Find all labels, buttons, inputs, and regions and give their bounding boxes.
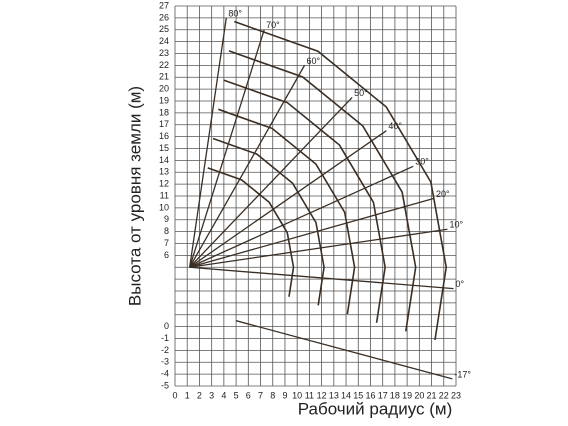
x-tick-label: 7 [258, 390, 263, 400]
x-tick-label: 8 [270, 390, 275, 400]
y-tick-label: 21 [159, 72, 169, 82]
y-tick-label: 16 [159, 131, 169, 141]
y-tick-label: 0 [164, 321, 169, 331]
x-tick-label: 9 [282, 390, 287, 400]
x-tick-label: 20 [414, 390, 424, 400]
angle-label: 0° [456, 279, 465, 289]
angle-label: 40° [388, 121, 402, 131]
x-tick-label: 5 [234, 390, 239, 400]
y-axis-title: Высота от уровня земли (м) [125, 86, 144, 306]
x-tick-label: 19 [402, 390, 412, 400]
y-tick-label: 22 [159, 60, 169, 70]
x-tick-label: 6 [246, 390, 251, 400]
angle-ray [235, 320, 453, 380]
angle-ray [189, 65, 306, 268]
x-axis-title: Рабочий радиус (м) [298, 399, 453, 418]
y-tick-label: 19 [159, 95, 169, 105]
boom-curve [233, 20, 448, 341]
y-tick-label: -2 [161, 345, 169, 355]
angle-label: 80° [228, 8, 242, 18]
y-tick-label: 8 [164, 226, 169, 236]
y-tick-label: 14 [159, 155, 169, 165]
y-tick-label: 11 [160, 190, 169, 200]
y-tick-label: 13 [159, 167, 169, 177]
y-tick-label: 27 [159, 0, 169, 10]
x-tick-label: 21 [427, 390, 437, 400]
y-tick-label: -1 [161, 333, 169, 343]
x-tick-label: 10 [292, 390, 302, 400]
angle-ray [189, 165, 414, 268]
angle-label: 20° [436, 189, 450, 199]
x-tick-label: 18 [390, 390, 400, 400]
boom-curve [223, 79, 386, 323]
y-tick-label: 26 [159, 12, 169, 22]
y-tick-label: 10 [159, 202, 169, 212]
x-tick-label: 11 [305, 390, 314, 400]
x-tick-label: 23 [451, 390, 461, 400]
y-tick-label: 15 [159, 143, 169, 153]
angle-label: 60° [307, 56, 321, 66]
x-tick-label: 1 [185, 390, 190, 400]
boom-curve [212, 137, 325, 306]
y-tick-label: 24 [159, 36, 169, 46]
y-tick-label: 18 [159, 107, 169, 117]
x-tick-label: 3 [209, 390, 214, 400]
x-tick-label: 22 [439, 390, 449, 400]
x-tick-label: 12 [317, 390, 327, 400]
boom-curve [207, 167, 295, 297]
angle-ray [189, 228, 448, 268]
angle-label: 30° [415, 157, 429, 167]
angle-label: 70° [266, 20, 280, 30]
angle-ray [189, 130, 387, 268]
x-tick-label: 13 [329, 390, 339, 400]
x-tick-label: 16 [365, 390, 375, 400]
angle-label: 10° [449, 220, 463, 230]
boom-curve [218, 108, 356, 315]
y-tick-label: 9 [164, 214, 169, 224]
y-tick-label: -3 [161, 357, 169, 367]
y-tick-label: 20 [159, 84, 169, 94]
angle-ray [189, 17, 227, 268]
y-tick-label: 25 [159, 24, 169, 34]
angle-label: 50° [354, 88, 368, 98]
boom-curve [228, 50, 417, 332]
angle-ray [189, 197, 435, 268]
x-tick-label: 2 [197, 390, 202, 400]
y-tick-label: 23 [159, 48, 169, 58]
y-tick-label: 12 [159, 179, 169, 189]
x-tick-label: 14 [341, 390, 351, 400]
y-tick-label: 17 [159, 119, 169, 129]
x-tick-label: 17 [378, 390, 388, 400]
x-tick-label: 4 [221, 390, 226, 400]
y-tick-label: 6 [164, 250, 169, 260]
y-tick-label: 7 [164, 238, 169, 248]
x-tick-label: 0 [172, 390, 177, 400]
angle-ray [189, 29, 265, 268]
x-tick-label: 15 [353, 390, 363, 400]
y-tick-label: -4 [161, 369, 169, 379]
y-tick-label: -5 [161, 380, 169, 390]
angle-ray [189, 96, 353, 268]
angle-label: -17° [454, 369, 471, 379]
